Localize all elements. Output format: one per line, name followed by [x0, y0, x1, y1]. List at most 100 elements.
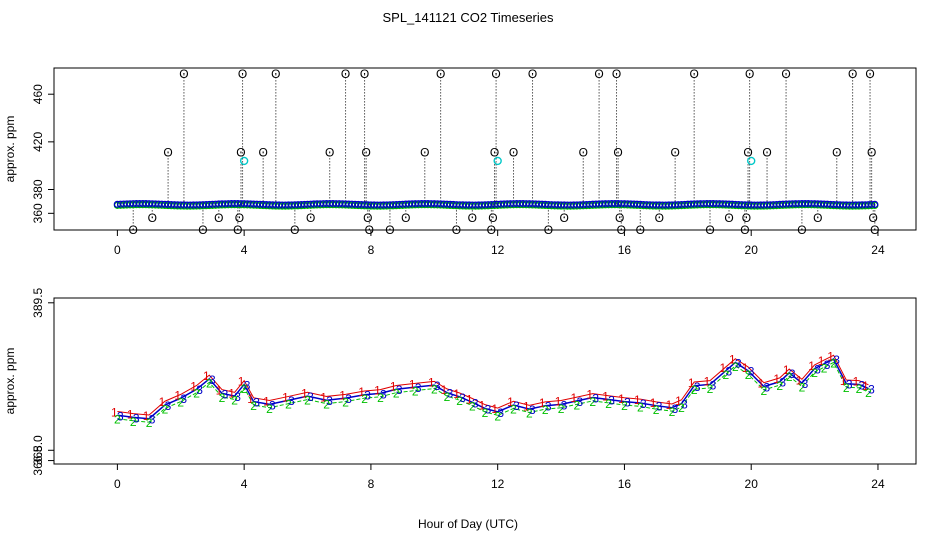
series-point: 3 [561, 398, 568, 412]
spike-marker: ʘ [198, 223, 207, 237]
x-tick-label: 12 [491, 243, 505, 257]
spike-marker: ʘ [509, 146, 518, 160]
series-point: 2 [691, 383, 698, 397]
series-point: 1 [190, 379, 197, 393]
series-point: 1 [479, 399, 486, 413]
series-point: 2 [266, 402, 273, 416]
series-point: 3 [396, 383, 403, 397]
series-point: 3 [180, 392, 187, 406]
series-point: 2 [605, 397, 612, 411]
spike-marker: ʘ [488, 211, 497, 225]
series-point: 1 [320, 390, 327, 404]
spike-marker: ʘ [233, 223, 242, 237]
series-point: 3 [472, 396, 479, 410]
series-point: 2 [361, 392, 368, 406]
series-point: 1 [216, 384, 223, 398]
series-point: 3 [789, 367, 796, 381]
series-point: 2 [745, 368, 752, 382]
upper-plot-frame [53, 67, 917, 231]
spike-marker: ʘ [745, 67, 754, 81]
series-point: 2 [193, 387, 200, 401]
x-tick-label: 0 [114, 243, 121, 257]
series-point: 1 [675, 394, 682, 408]
series-point: 1 [301, 386, 308, 400]
series-point: 3 [748, 365, 755, 379]
x-tick-label: 8 [368, 477, 375, 491]
series-point: 2 [558, 402, 565, 416]
spike-marker: ʘ [271, 67, 280, 81]
x-tick-label: 12 [491, 477, 505, 491]
series-point: 3 [592, 391, 599, 405]
x-axis-label: Hour of Day (UTC) [418, 517, 518, 531]
series-point: 1 [441, 383, 448, 397]
spike-marker: ʘ [594, 67, 603, 81]
series-point: 1 [523, 399, 530, 413]
series-point: 3 [253, 396, 260, 410]
series-point: 1 [159, 395, 166, 409]
series-point: 2 [177, 396, 184, 410]
series-point: 2 [114, 413, 121, 427]
series-point: 1 [808, 359, 815, 373]
series-point: 1 [491, 402, 498, 416]
series-point: 3 [833, 353, 840, 367]
spike-marker: ʘ [290, 223, 299, 237]
series-point: 1 [409, 377, 416, 391]
series-point: 1 [773, 372, 780, 386]
series-point: 2 [146, 416, 153, 430]
lower-series-lines [117, 354, 869, 423]
series-point: 3 [497, 406, 504, 420]
series-point: 1 [758, 377, 765, 391]
series-point: 2 [821, 361, 828, 375]
series-point: 1 [818, 354, 825, 368]
series-point: 2 [510, 402, 517, 416]
series-point: 2 [723, 368, 730, 382]
spike-marker: ʘ [491, 67, 500, 81]
series-point: 3 [802, 377, 809, 391]
series-line [117, 354, 869, 416]
series-point: 2 [732, 360, 739, 374]
series-point: 2 [469, 400, 476, 414]
spike-marker: ʘ [490, 146, 499, 160]
spike-marker: ʘ [487, 223, 496, 237]
spike-marker: ʘ [385, 223, 394, 237]
series-point: 1 [507, 395, 514, 409]
spike-marker: ʘ [579, 146, 588, 160]
series-point: 3 [824, 358, 831, 372]
spike-marker: ʘ [148, 211, 157, 225]
x-tick-label: 0 [114, 477, 121, 491]
spike-marker: ʘ [636, 223, 645, 237]
series-point: 2 [653, 403, 660, 417]
series-point: 2 [843, 381, 850, 395]
series-point: 2 [574, 398, 581, 412]
series-point: 2 [776, 379, 783, 393]
series-point: 1 [466, 392, 473, 406]
spike-marker: ʘ [705, 223, 714, 237]
series-point: 2 [865, 386, 872, 400]
series-point: 1 [339, 388, 346, 402]
spike-marker: ʘ [468, 211, 477, 225]
series-point: 2 [621, 399, 628, 413]
spike-marker: ʘ [740, 223, 749, 237]
spike-marker: ʘ [236, 146, 245, 160]
spike-marker: ʘ [865, 67, 874, 81]
series-point: 3 [710, 378, 717, 392]
series-point: 3 [364, 389, 371, 403]
series-point: 3 [672, 402, 679, 416]
x-tick-label: 4 [241, 477, 248, 491]
series-point: 1 [282, 390, 289, 404]
spike-marker: ʘ [612, 67, 621, 81]
spike-marker: ʘ [163, 146, 172, 160]
series-point: 1 [111, 406, 118, 420]
spike-marker: ʘ [401, 211, 410, 225]
series-point: 2 [526, 407, 533, 421]
x-tick-label: 4 [241, 243, 248, 257]
cyan-point [239, 156, 249, 166]
spike-marker: ʘ [306, 211, 315, 225]
series-point: 3 [269, 398, 276, 412]
series-point: 1 [720, 361, 727, 375]
series-point: 3 [345, 392, 352, 406]
spike-marker: ʘ [689, 67, 698, 81]
series-point: 1 [618, 392, 625, 406]
